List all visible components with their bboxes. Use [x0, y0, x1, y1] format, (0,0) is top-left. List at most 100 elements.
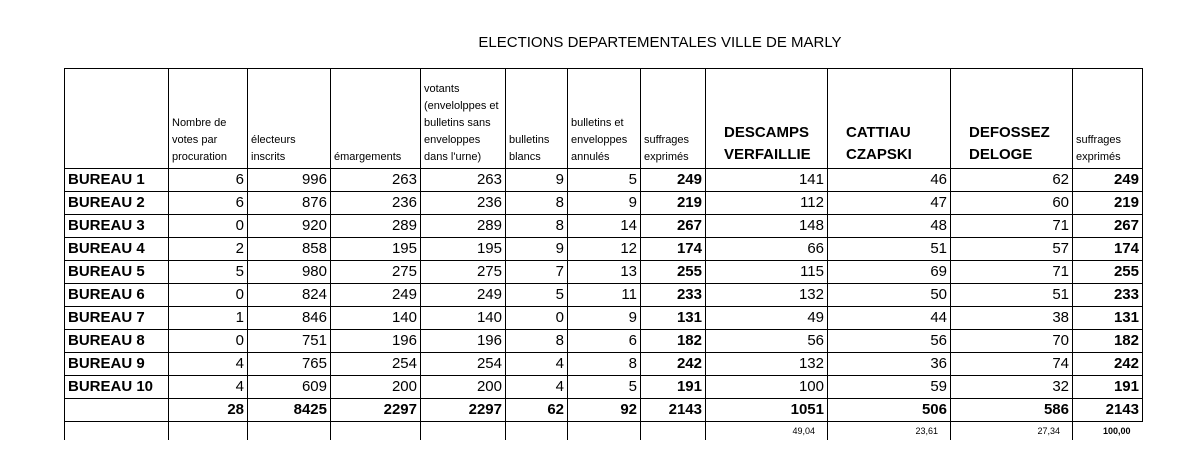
table-row: BUREAU 6 0 824 249 249 5 11 233 132 50 51 233: [64, 283, 1143, 307]
cell: 9: [505, 237, 568, 261]
cell: 9: [505, 168, 568, 192]
cell: 195: [330, 237, 421, 261]
cell: [247, 421, 331, 440]
cell: 11: [567, 283, 641, 307]
cell: 60: [950, 191, 1073, 215]
cell: 8: [567, 352, 641, 376]
cell: 13: [567, 260, 641, 284]
column-header: votants (envelolppes et bulletins sans e…: [420, 68, 506, 169]
cell: [420, 421, 506, 440]
cell: 4: [168, 352, 248, 376]
cell: 5: [567, 168, 641, 192]
cell: 0: [505, 306, 568, 330]
row-label: [64, 398, 169, 422]
row-label: BUREAU 3: [64, 214, 169, 238]
row-label: BUREAU 10: [64, 375, 169, 399]
cell: 609: [247, 375, 331, 399]
cell: 148: [705, 214, 828, 238]
cell: 8425: [247, 398, 331, 422]
column-header: suffrages exprimés: [640, 68, 706, 169]
cell: 50: [827, 283, 951, 307]
cell: 263: [420, 168, 506, 192]
cell: 275: [330, 260, 421, 284]
cell: 4: [505, 375, 568, 399]
cell: 112: [705, 191, 828, 215]
cell: 200: [330, 375, 421, 399]
cell: 2143: [640, 398, 706, 422]
cell: 71: [950, 214, 1073, 238]
cell: 255: [640, 260, 706, 284]
cell: 5: [168, 260, 248, 284]
column-header: électeurs inscrits: [247, 68, 331, 169]
cell: 200: [420, 375, 506, 399]
cell: 824: [247, 283, 331, 307]
cell: 249: [420, 283, 506, 307]
cell: [330, 421, 421, 440]
column-header: émargements: [330, 68, 421, 169]
cell: 8: [505, 329, 568, 353]
row-label: BUREAU 8: [64, 329, 169, 353]
cell: 174: [640, 237, 706, 261]
cell: 12: [567, 237, 641, 261]
cell: 765: [247, 352, 331, 376]
cell: 2297: [420, 398, 506, 422]
cell: 219: [640, 191, 706, 215]
table-row: BUREAU 1 6 996 263 263 9 5 249 141 46 62 249: [64, 168, 1143, 192]
cell: 71: [950, 260, 1073, 284]
cell: 62: [950, 168, 1073, 192]
column-header: CATTIAU CZAPSKI: [827, 68, 951, 169]
cell: 182: [1072, 329, 1143, 353]
row-label: BUREAU 9: [64, 352, 169, 376]
cell: 66: [705, 237, 828, 261]
table-row: BUREAU 10 4 609 200 200 4 5 191 100 59 32 191: [64, 375, 1143, 399]
column-header: DEFOSSEZ DELOGE: [950, 68, 1073, 169]
cell: 249: [330, 283, 421, 307]
cell: 100,00: [1072, 421, 1143, 440]
table-row: BUREAU 8 0 751 196 196 8 6 182 56 56 70 182: [64, 329, 1143, 353]
cell: [505, 421, 568, 440]
cell: 980: [247, 260, 331, 284]
cell: 289: [330, 214, 421, 238]
cell: 36: [827, 352, 951, 376]
cell: 219: [1072, 191, 1143, 215]
cell: 141: [705, 168, 828, 192]
cell: 233: [640, 283, 706, 307]
cell: 70: [950, 329, 1073, 353]
cell: 0: [168, 329, 248, 353]
cell: 49: [705, 306, 828, 330]
cell: 1: [168, 306, 248, 330]
cell: 255: [1072, 260, 1143, 284]
cell: 196: [330, 329, 421, 353]
cell: 6: [567, 329, 641, 353]
cell: 100: [705, 375, 828, 399]
column-header: bulletins et enveloppes annulés: [567, 68, 641, 169]
header-row: Nombre de votes par procuration électeurs…: [64, 68, 1143, 169]
cell: 132: [705, 352, 828, 376]
row-label: BUREAU 1: [64, 168, 169, 192]
cell: 51: [827, 237, 951, 261]
column-header: bulletins blancs: [505, 68, 568, 169]
column-header: Nombre de votes par procuration: [168, 68, 248, 169]
column-header: suffrages exprimés: [1072, 68, 1143, 169]
row-label: BUREAU 2: [64, 191, 169, 215]
cell: 57: [950, 237, 1073, 261]
cell: 32: [950, 375, 1073, 399]
row-label: BUREAU 5: [64, 260, 169, 284]
cell: 48: [827, 214, 951, 238]
cell: [168, 421, 248, 440]
cell: 28: [168, 398, 248, 422]
cell: 233: [1072, 283, 1143, 307]
cell: 242: [640, 352, 706, 376]
column-header: [64, 68, 169, 169]
results-table: Nombre de votes par procuration électeurs…: [64, 68, 1143, 440]
table-row: BUREAU 5 5 980 275 275 7 13 255 115 69 71 255: [64, 260, 1143, 284]
cell: 920: [247, 214, 331, 238]
cell: 140: [330, 306, 421, 330]
cell: 289: [420, 214, 506, 238]
cell: 254: [330, 352, 421, 376]
cell: 846: [247, 306, 331, 330]
totals-row: 28 8425 2297 2297 62 92 2143 1051 506 586 2143: [64, 398, 1143, 422]
table-row: BUREAU 9 4 765 254 254 4 8 242 132 36 74 242: [64, 352, 1143, 376]
row-label: [64, 421, 169, 440]
cell: 38: [950, 306, 1073, 330]
